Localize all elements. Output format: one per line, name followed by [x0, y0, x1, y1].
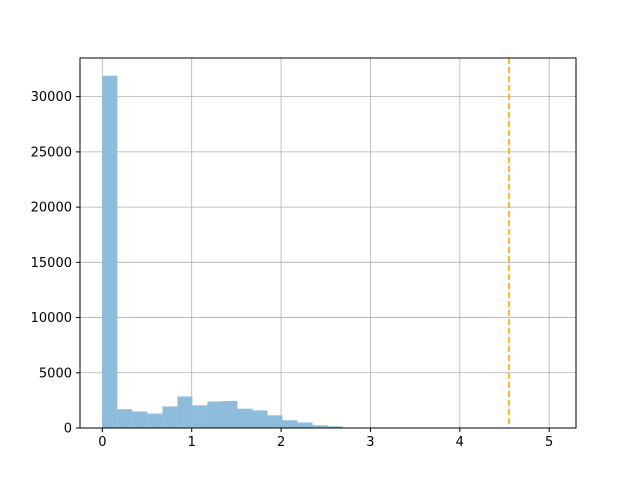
x-tick-label-5: 5 [545, 435, 553, 450]
histogram-bar-6 [192, 405, 208, 428]
x-axis: 0 1 2 3 4 5 [98, 428, 553, 450]
histogram-bar-7 [207, 401, 223, 428]
y-tick-label-0: 0 [64, 422, 72, 437]
x-tick-label-0: 0 [98, 435, 106, 450]
histogram-bar-13 [297, 422, 313, 428]
histogram-bar-15 [327, 426, 343, 428]
histogram-bar-14 [312, 425, 328, 428]
histogram-bar-11 [267, 415, 283, 428]
y-tick-label-3: 15000 [31, 256, 72, 271]
plot-frame [79, 57, 577, 429]
y-tick-label-5: 25000 [31, 145, 72, 160]
histogram-bars [102, 75, 553, 429]
x-tick-label-2: 2 [277, 435, 285, 450]
histogram-bar-5 [177, 396, 193, 428]
grid-lines [80, 58, 576, 429]
histogram-bar-4 [162, 406, 178, 428]
histogram-bar-10 [252, 410, 268, 428]
histogram-bar-12 [282, 420, 298, 428]
x-tick-label-3: 3 [366, 435, 374, 450]
histogram-bar-1 [117, 409, 133, 428]
histogram-bar-8 [222, 400, 238, 428]
histogram-bar-2 [132, 411, 148, 428]
y-tick-label-6: 30000 [31, 90, 72, 105]
y-axis: 0 5000 10000 15000 20000 25000 30000 [31, 90, 80, 437]
histogram-bar-3 [147, 413, 163, 428]
y-tick-label-2: 10000 [31, 311, 72, 326]
y-tick-label-1: 5000 [39, 366, 72, 381]
y-tick-label-4: 20000 [31, 201, 72, 216]
histogram-bar-9 [237, 408, 253, 428]
histogram-bar-0 [102, 75, 118, 429]
x-tick-label-4: 4 [456, 435, 464, 450]
x-tick-label-1: 1 [188, 435, 196, 450]
